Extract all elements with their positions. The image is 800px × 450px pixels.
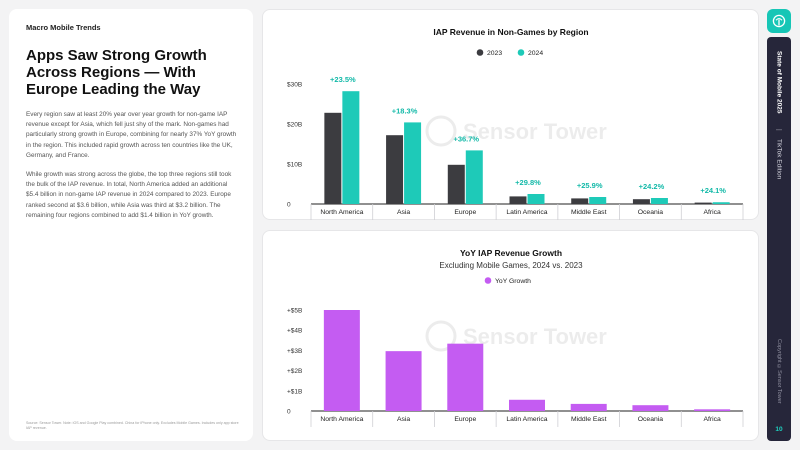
summary-paragraph-1: Every region saw at least 20% year over … [26,111,237,159]
x-tick-label-oceania: Oceania [638,209,664,216]
revenue-by-region-card: IAP Revenue in Non-Games by Region 2023 20… [262,9,759,220]
x-tick-label-europe: Europe [454,209,476,216]
source-footnote: Source: Sensor Tower. Note: iOS and Goog… [26,421,239,430]
x-tick-label-latin-america: Latin America [506,209,547,216]
bar-2023-middle-east [571,198,589,204]
x-tick-label-africa: Africa [703,209,721,216]
x-tick-label-oceania: Oceania [638,416,664,423]
watermark: Sensor Tower [425,320,607,352]
bar-yoy-north-america [323,310,360,411]
y-tick-label: $10B [287,162,302,169]
x-tick-label-europe: Europe [454,416,476,423]
data-label-europe: +36.7% [453,134,479,143]
watermark: Sensor Tower [425,115,607,147]
bar-2024-africa [712,202,730,204]
y-tick-label: 0 [287,202,291,209]
bar-2024-north-america [342,91,360,204]
summary-panel: Macro Mobile Trends Apps Saw Strong Grow… [9,9,253,441]
bar-yoy-oceania [632,405,669,411]
bar-yoy-middle-east [570,403,607,411]
x-tick-label-asia: Asia [397,416,410,423]
x-tick-label-middle-east: Middle East [571,416,607,423]
bar-2024-europe [465,150,483,204]
bar-2023-latin-america [509,196,527,204]
legend-label-2024: 2024 [528,50,543,57]
y-tick-label: +$2B [287,368,302,375]
legend-marker-yoy [484,277,492,284]
legend-label-yoy: YoY Growth [495,278,531,285]
y-tick-label: $20B [287,122,302,129]
bar-2024-middle-east [589,197,607,204]
report-edition: TikTok Edition [775,139,783,180]
sensor-tower-logo-icon [767,9,791,33]
bar-yoy-latin-america [509,399,545,411]
x-tick-label-north-america: North America [320,416,363,423]
legend-marker-2024 [517,49,525,56]
chart-subtitle: Excluding Mobile Games, 2024 vs. 2023 [439,261,583,270]
data-label-asia: +18.3% [392,106,418,115]
bar-2023-north-america [324,112,342,204]
title-separator: | [775,129,783,131]
copyright: Copyright ©Sensor Tower [776,339,782,404]
y-tick-label: 0 [287,409,291,416]
chart-title: IAP Revenue in Non-Games by Region [433,27,588,37]
page-number: 10 [775,426,783,433]
summary-paragraph-2: While growth was strong across the globe… [26,171,232,219]
data-label-oceania: +24.2% [639,182,665,191]
headline: Apps Saw Strong Growth Across Regions — … [26,47,207,98]
bar-yoy-africa [694,409,731,411]
bar-yoy-asia [385,351,422,411]
bar-2023-asia [386,135,404,204]
y-tick-label: +$4B [287,328,302,335]
watermark-icon [425,320,457,352]
bar-2023-europe [447,164,465,204]
bar-2023-africa [694,202,712,204]
y-tick-label: +$1B [287,388,302,395]
x-tick-label-asia: Asia [397,209,410,216]
legend-marker-2023 [476,49,484,56]
revenue-by-region-chart: IAP Revenue in Non-Games by Region 2023 20… [287,27,744,220]
report-title: State of Mobile 2025 [775,51,783,114]
x-tick-label-middle-east: Middle East [571,209,607,216]
data-label-middle-east: +25.9% [577,181,603,190]
y-tick-label: +$5B [287,308,302,315]
data-label-africa: +24.1% [700,186,726,195]
yoy-growth-chart: YoY IAP Revenue Growth Excluding Mobile G… [287,248,744,427]
y-tick-label: +$3B [287,348,302,355]
sidebar-strip: State of Mobile 2025 | TikTok Edition Co… [767,37,791,441]
x-tick-label-latin-america: Latin America [506,416,547,423]
chart-title: YoY IAP Revenue Growth [460,248,562,258]
watermark-text: Sensor Tower [463,119,607,144]
bar-yoy-europe [447,343,484,411]
x-tick-label-africa: Africa [703,416,721,423]
data-label-north-america: +23.5% [330,75,356,84]
y-tick-label: $30B [287,82,302,89]
bar-2024-asia [404,122,422,204]
bar-2024-latin-america [527,194,545,204]
data-label-latin-america: +29.8% [515,178,541,187]
x-tick-label-north-america: North America [320,209,363,216]
section-label: Macro Mobile Trends [26,23,101,32]
watermark-icon [425,115,457,147]
bar-2024-oceania [650,198,668,204]
bar-2023-oceania [632,199,650,204]
yoy-growth-card: YoY IAP Revenue Growth Excluding Mobile G… [262,230,759,441]
legend-label-2023: 2023 [487,50,502,57]
watermark-text: Sensor Tower [463,324,607,349]
report-sidebar: State of Mobile 2025 | TikTok Edition Co… [767,9,791,441]
